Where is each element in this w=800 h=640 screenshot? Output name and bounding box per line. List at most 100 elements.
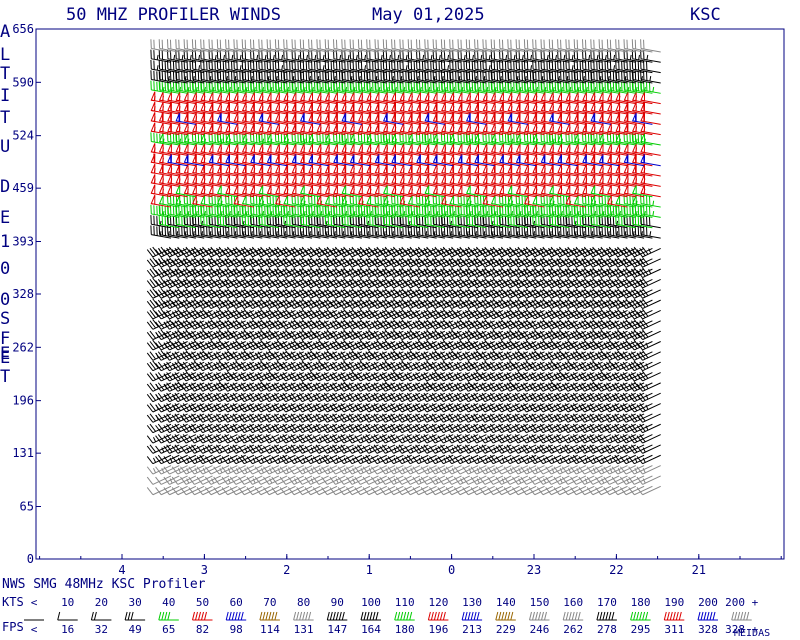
wind-barb	[586, 454, 612, 465]
wind-barb	[379, 465, 404, 475]
wind-barb	[337, 257, 363, 268]
wind-barb	[337, 329, 363, 341]
profiler-caption: NWS SMG 48MHz KSC Profiler	[2, 577, 206, 592]
legend-barb	[326, 611, 348, 621]
wind-barb	[146, 267, 172, 279]
wind-barb	[180, 485, 205, 496]
legend-kts-value: 180	[631, 596, 651, 609]
wind-barb	[279, 298, 305, 310]
wind-barb	[561, 298, 587, 310]
wind-barb	[503, 329, 529, 341]
wind-barb	[395, 288, 421, 299]
wind-barb	[362, 475, 388, 485]
wind-barb	[636, 308, 661, 320]
wind-barb	[254, 485, 280, 496]
legend-kts-value: 120	[428, 596, 448, 609]
wind-barb	[188, 288, 213, 299]
wind-barb	[545, 319, 570, 330]
wind-barb	[254, 360, 280, 372]
wind-barb	[296, 465, 321, 475]
wind-barb	[470, 475, 495, 485]
wind-barb	[619, 475, 645, 485]
y-axis-label-letter: 0	[0, 290, 10, 310]
wind-barb	[462, 381, 487, 392]
wind-barb	[221, 370, 246, 382]
wind-barb	[536, 298, 562, 310]
wind-barb	[545, 381, 570, 392]
wind-barb	[254, 454, 280, 465]
wind-barb	[636, 475, 661, 485]
wind-barb	[520, 485, 545, 496]
wind-barb	[412, 454, 437, 465]
legend-kts-value: 130	[462, 596, 482, 609]
wind-barb	[595, 485, 620, 496]
wind-barb	[595, 298, 620, 310]
x-tick-label: 4	[118, 563, 125, 577]
wind-barb	[304, 288, 329, 299]
wind-barb	[503, 339, 529, 351]
wind-barb	[487, 485, 512, 496]
wind-barb	[578, 465, 603, 475]
wind-barb	[611, 350, 637, 361]
x-tick-label: 23	[527, 563, 541, 577]
wind-barb	[362, 485, 388, 496]
wind-barb	[628, 444, 653, 454]
wind-barb	[204, 288, 230, 299]
wind-barb	[420, 329, 446, 341]
wind-barb	[487, 475, 512, 485]
wind-barb	[495, 298, 520, 310]
wind-barb	[279, 350, 305, 361]
wind-barb	[304, 319, 329, 330]
legend-barb	[57, 611, 78, 621]
wind-barb	[528, 308, 554, 320]
wind-barb	[155, 298, 180, 310]
wind-barb	[628, 485, 653, 496]
wind-barb	[263, 298, 288, 310]
wind-barb	[379, 319, 404, 330]
wind-barb	[180, 350, 205, 361]
y-axis-label-letter: 1	[0, 232, 10, 252]
wind-barb	[603, 319, 628, 330]
wind-barb	[180, 370, 205, 382]
wind-barb	[561, 277, 587, 289]
wind-barb	[346, 465, 371, 475]
wind-barb	[171, 485, 197, 496]
wind-barb	[429, 288, 454, 299]
legend-barb	[731, 611, 752, 621]
wind-barb	[229, 319, 255, 330]
wind-barb	[520, 319, 545, 330]
wind-barb	[437, 308, 462, 320]
wind-barb	[470, 267, 495, 279]
wind-barb	[196, 277, 222, 289]
wind-barb	[155, 308, 180, 320]
wind-barb	[586, 485, 612, 496]
wind-barb	[395, 319, 421, 330]
wind-barb	[478, 485, 504, 496]
wind-barb	[271, 360, 296, 372]
wind-barb	[213, 339, 238, 351]
y-axis-label-letter: T	[0, 108, 10, 128]
wind-barb	[445, 329, 471, 341]
wind-barb	[495, 454, 520, 465]
wind-barb	[238, 308, 263, 320]
wind-barb	[453, 454, 479, 465]
wind-barb	[213, 454, 238, 465]
wind-barb	[445, 465, 471, 475]
wind-barb	[503, 475, 529, 485]
wind-barb	[180, 319, 205, 330]
wind-barb	[296, 339, 321, 351]
wind-barb	[636, 370, 661, 382]
wind-barb	[619, 465, 645, 475]
x-tick-label: 3	[201, 563, 208, 577]
wind-barb	[387, 319, 412, 330]
wind-barb	[611, 465, 637, 475]
legend-fps-value: 49	[128, 623, 141, 636]
legend-fps-value: 196	[428, 623, 448, 636]
wind-barb	[462, 454, 487, 465]
wind-barb	[545, 475, 570, 485]
wind-barb	[146, 360, 172, 372]
wind-barb	[595, 465, 620, 475]
wind-barb	[636, 403, 661, 413]
wind-barb	[296, 485, 321, 496]
y-axis-label-letter: E	[0, 208, 10, 228]
